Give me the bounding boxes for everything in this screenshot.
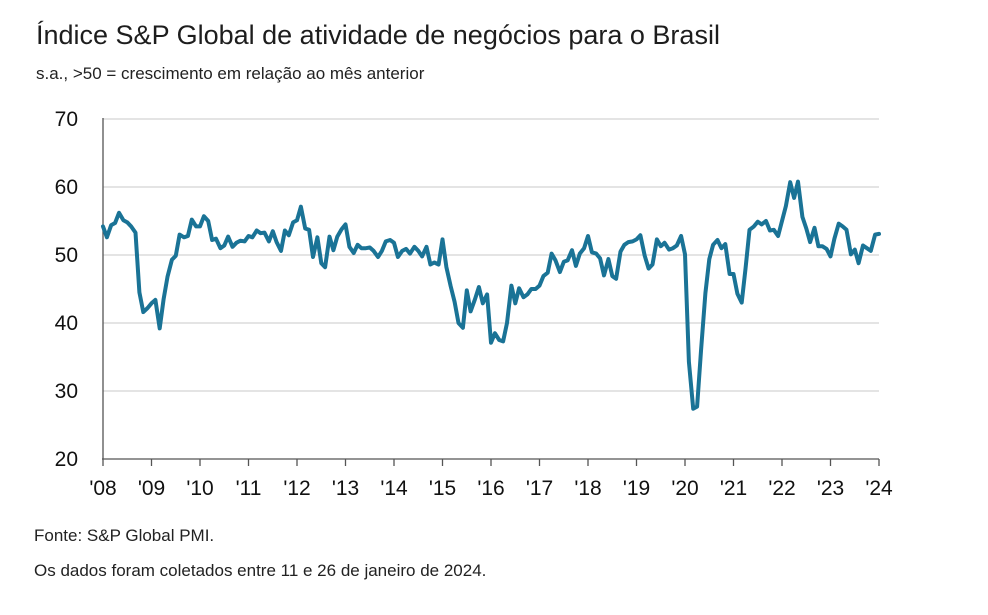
x-tick-label: '20: [671, 477, 698, 500]
y-tick-label: 70: [55, 108, 78, 131]
x-tick-label: '14: [380, 477, 408, 500]
x-tick-label: '17: [526, 477, 553, 500]
x-tick-label: '19: [623, 477, 650, 500]
x-tick-label: '16: [477, 477, 504, 500]
x-tick-label: '09: [138, 477, 165, 500]
collection-note: Os dados foram coletados entre 11 e 26 d…: [34, 561, 487, 580]
x-tick-label: '22: [768, 477, 795, 500]
x-tick-label: '13: [332, 477, 359, 500]
x-tick-label: '23: [817, 477, 844, 500]
y-tick-label: 40: [55, 312, 78, 335]
x-tick-label: '15: [429, 477, 456, 500]
chart-title: Índice S&P Global de atividade de negóci…: [36, 20, 720, 50]
chart-subtitle: s.a., >50 = crescimento em relação ao mê…: [36, 64, 425, 83]
x-tick-label: '11: [236, 477, 262, 500]
y-tick-label: 60: [55, 176, 78, 199]
x-tick-label: '10: [186, 477, 213, 500]
y-tick-label: 50: [55, 244, 78, 267]
series-line: [101, 179, 881, 411]
x-tick-label: '21: [720, 477, 747, 500]
x-tick-label: '12: [283, 477, 310, 500]
x-tick-label: '24: [865, 477, 893, 500]
x-tick-label: '08: [89, 477, 116, 500]
y-tick-label: 20: [55, 448, 78, 471]
x-tick-label: '18: [574, 477, 601, 500]
source-note: Fonte: S&P Global PMI.: [34, 526, 215, 545]
y-tick-label: 30: [55, 380, 78, 403]
